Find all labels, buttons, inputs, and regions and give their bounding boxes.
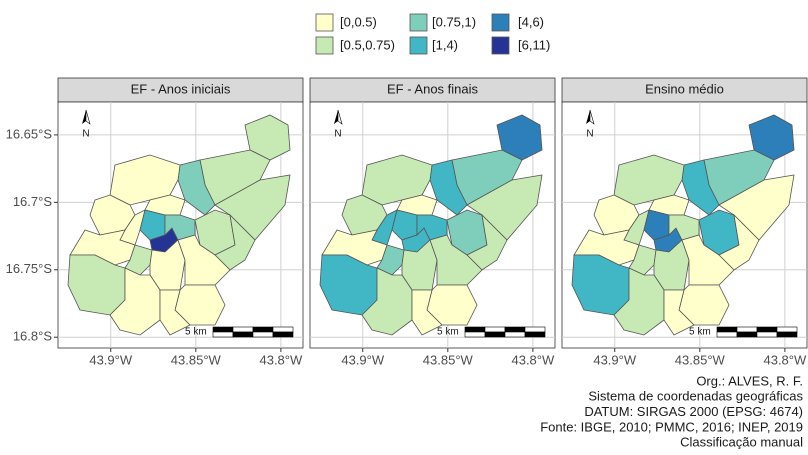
strip — [57, 77, 304, 103]
legend-swatch — [409, 36, 428, 55]
scale-bar — [776, 331, 798, 338]
municipal-region — [361, 267, 413, 336]
credit-line: DATUM: SIRGAS 2000 (EPSG: 4674) — [584, 404, 803, 419]
scale-bar — [524, 326, 546, 333]
scale-bar — [484, 326, 506, 333]
legend-label: [1,4) — [432, 37, 458, 52]
credit-line: Sistema de coordenadas geográficas — [588, 389, 803, 404]
strip — [309, 77, 556, 103]
north-label: N — [82, 129, 89, 140]
municipal-region — [411, 289, 443, 336]
north-arrow — [586, 110, 590, 124]
legend-swatch — [491, 13, 510, 32]
legend-label: [0,0.5) — [340, 14, 377, 29]
north-arrow — [337, 109, 343, 125]
legend-label: [0.75,1) — [432, 14, 476, 29]
strip — [561, 77, 808, 103]
legend-label: [4,6) — [518, 14, 544, 29]
scale-bar — [756, 331, 778, 338]
scale-label: 5 km — [689, 327, 711, 338]
municipal-region — [681, 159, 720, 216]
scale-bar — [524, 331, 546, 338]
north-label: N — [334, 129, 341, 140]
y-tick-label: 16.75°S — [6, 261, 53, 276]
municipal-region — [613, 267, 665, 336]
municipal-region — [177, 234, 231, 286]
scale-bar — [756, 326, 778, 333]
north-arrow — [82, 110, 86, 124]
scale-bar — [484, 331, 506, 338]
panel-title: Ensino médio — [645, 81, 724, 96]
scale-bar — [716, 331, 738, 338]
north-arrow — [334, 110, 338, 124]
municipal-region — [109, 267, 161, 336]
north-arrow — [85, 109, 91, 125]
scale-bar — [272, 331, 294, 338]
municipal-region — [429, 159, 468, 216]
scale-bar — [776, 326, 798, 333]
scale-label: 5 km — [437, 327, 459, 338]
x-tick-label: 43.8°W — [511, 352, 555, 367]
y-tick-label: 16.7°S — [13, 194, 53, 209]
scale-bar — [212, 331, 234, 338]
north-arrow — [589, 109, 595, 125]
scale-label: 5 km — [185, 327, 207, 338]
x-tick-label: 43.8°W — [259, 352, 303, 367]
legend-swatch — [315, 13, 334, 32]
legend-swatch — [315, 36, 334, 55]
scale-bar — [272, 326, 294, 333]
x-tick-label: 43.9°W — [341, 352, 385, 367]
municipal-region — [177, 159, 216, 216]
legend-label: [6,11) — [518, 37, 550, 52]
scale-bar — [504, 331, 526, 338]
credit-line: Classificação manual — [680, 435, 803, 450]
x-tick-label: 43.85°W — [171, 352, 222, 367]
scale-bar — [504, 326, 526, 333]
north-label: N — [586, 129, 593, 140]
scale-bar — [212, 326, 234, 333]
x-tick-label: 43.85°W — [423, 352, 474, 367]
scale-bar — [716, 326, 738, 333]
scale-bar — [232, 331, 254, 338]
municipal-region — [663, 289, 695, 336]
x-tick-label: 43.8°W — [763, 352, 807, 367]
scale-bar — [232, 326, 254, 333]
panel-title: EF - Anos iniciais — [131, 81, 231, 96]
scale-bar — [464, 326, 486, 333]
x-tick-label: 43.85°W — [675, 352, 726, 367]
y-tick-label: 16.65°S — [6, 126, 53, 141]
municipal-region — [159, 289, 191, 336]
x-tick-label: 43.9°W — [89, 352, 133, 367]
panel-title: EF - Anos finais — [387, 81, 479, 96]
municipal-region — [429, 234, 483, 286]
municipal-region — [681, 234, 735, 286]
credit-line: Org.: ALVES, R. F. — [696, 373, 803, 388]
legend-swatch — [491, 36, 510, 55]
scale-bar — [736, 326, 758, 333]
map-panel: Ensino médio 43.9°W 43.85°W 43.8°W N 5 km — [561, 77, 808, 367]
credit-line: Fonte: IBGE, 2010; PMMC, 2016; INEP, 201… — [540, 419, 803, 434]
x-tick-label: 43.9°W — [593, 352, 637, 367]
legend-swatch — [409, 13, 428, 32]
scale-bar — [736, 331, 758, 338]
legend-label: [0.5,0.75) — [340, 37, 395, 52]
y-tick-label: 16.8°S — [13, 329, 53, 344]
scale-bar — [252, 331, 274, 338]
scale-bar — [464, 331, 486, 338]
map-panel: EF - Anos finais 43.9°W 43.85°W 43.8°W N 5 km — [309, 77, 556, 367]
map-panel: EF - Anos iniciais 43.9°W 43.85°W 43.8°W 16.… — [6, 77, 304, 367]
scale-bar — [252, 326, 274, 333]
